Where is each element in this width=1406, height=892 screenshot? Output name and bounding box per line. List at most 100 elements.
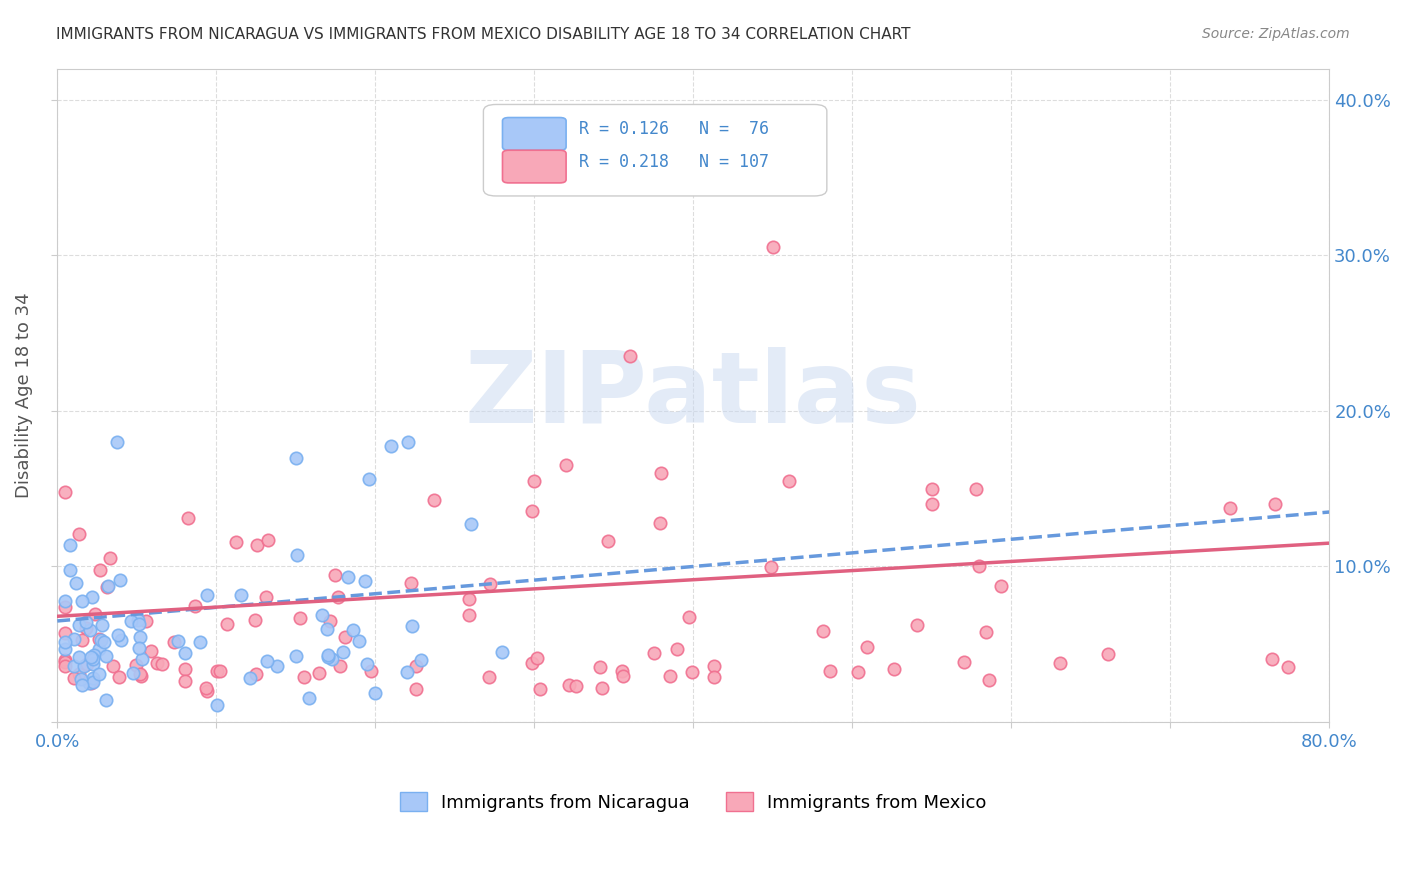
Immigrants from Mexico [965, 482, 987, 496]
Immigrants from Nicaragua [82, 674, 104, 689]
Immigrants from Nicaragua [75, 615, 97, 630]
Immigrants from Mexico [846, 665, 869, 679]
Immigrants from Nicaragua [380, 439, 402, 453]
Immigrants from Mexico [761, 560, 783, 574]
Immigrants from Mexico [55, 484, 77, 499]
Immigrants from Mexico [905, 617, 928, 632]
Immigrants from Mexico [974, 625, 997, 640]
Immigrants from Nicaragua [105, 435, 128, 450]
Immigrants from Mexico [405, 658, 427, 673]
Immigrants from Mexico [457, 607, 479, 622]
Immigrants from Mexico [243, 613, 266, 627]
Immigrants from Mexico [1097, 648, 1119, 662]
Immigrants from Nicaragua [205, 698, 228, 712]
Immigrants from Mexico [703, 658, 725, 673]
Immigrants from Nicaragua [67, 650, 90, 665]
Immigrants from Nicaragua [316, 650, 339, 665]
Immigrants from Mexico [53, 625, 76, 640]
Immigrants from Mexico [135, 614, 157, 628]
Immigrants from Nicaragua [73, 659, 96, 673]
Immigrants from Mexico [124, 658, 146, 673]
Immigrants from Nicaragua [94, 693, 117, 707]
Immigrants from Mexico [53, 653, 76, 667]
Immigrants from Mexico [856, 640, 879, 654]
Immigrants from Nicaragua [83, 648, 105, 662]
Immigrants from Nicaragua [70, 678, 93, 692]
Immigrants from Nicaragua [82, 591, 104, 605]
Immigrants from Nicaragua [285, 548, 308, 562]
Immigrants from Mexico [245, 667, 267, 681]
Text: IMMIGRANTS FROM NICARAGUA VS IMMIGRANTS FROM MEXICO DISABILITY AGE 18 TO 34 CORR: IMMIGRANTS FROM NICARAGUA VS IMMIGRANTS … [56, 27, 911, 42]
Immigrants from Mexico [184, 599, 207, 613]
Immigrants from Mexico [477, 670, 499, 684]
Immigrants from Mexico [478, 577, 501, 591]
Immigrants from Mexico [225, 535, 247, 549]
Immigrants from Nicaragua [65, 576, 87, 591]
Immigrants from Nicaragua [58, 564, 80, 578]
Immigrants from Mexico [129, 667, 152, 681]
Immigrants from Mexico [76, 657, 98, 672]
Immigrants from Nicaragua [321, 652, 343, 666]
Immigrants from Nicaragua [79, 623, 101, 637]
Immigrants from Nicaragua [491, 645, 513, 659]
Immigrants from Mexico [89, 632, 111, 647]
Immigrants from Nicaragua [332, 645, 354, 659]
Immigrants from Nicaragua [62, 659, 84, 673]
Immigrants from Mexico [83, 607, 105, 621]
Immigrants from Mexico [194, 681, 217, 696]
Immigrants from Nicaragua [87, 641, 110, 656]
Immigrants from Mexico [288, 611, 311, 625]
Text: ZIPatlas: ZIPatlas [465, 347, 922, 444]
Immigrants from Nicaragua [188, 635, 211, 649]
Immigrants from Nicaragua [128, 617, 150, 632]
Immigrants from Nicaragua [396, 435, 419, 450]
Immigrants from Mexico [53, 655, 76, 669]
Immigrants from Mexico [952, 656, 974, 670]
Immigrants from Nicaragua [70, 672, 93, 686]
Immigrants from Mexico [659, 669, 682, 683]
Immigrants from Mexico [589, 660, 612, 674]
Immigrants from Mexico [254, 591, 277, 605]
Immigrants from Mexico [1049, 656, 1071, 670]
Immigrants from Nicaragua [356, 657, 378, 672]
Immigrants from Nicaragua [120, 614, 142, 628]
Immigrants from Nicaragua [62, 632, 84, 646]
Immigrants from Nicaragua [284, 649, 307, 664]
Immigrants from Nicaragua [59, 538, 82, 552]
Immigrants from Nicaragua [297, 690, 319, 705]
Immigrants from Mexico [423, 492, 446, 507]
Immigrants from Nicaragua [80, 650, 103, 665]
Immigrants from Mexico [681, 665, 703, 680]
Immigrants from Nicaragua [90, 617, 112, 632]
Immigrants from Mexico [292, 670, 315, 684]
Immigrants from Mexico [146, 656, 169, 670]
Immigrants from Mexico [257, 533, 280, 547]
Immigrants from Nicaragua [89, 667, 111, 681]
Legend: Immigrants from Nicaragua, Immigrants from Mexico: Immigrants from Nicaragua, Immigrants fr… [391, 783, 995, 821]
Immigrants from Mexico [979, 673, 1001, 687]
Immigrants from Mexico [558, 678, 581, 692]
Immigrants from Nicaragua [70, 594, 93, 608]
FancyBboxPatch shape [502, 118, 567, 150]
Immigrants from Nicaragua [357, 472, 380, 486]
Immigrants from Mexico [101, 658, 124, 673]
Immigrants from Mexico [208, 664, 231, 678]
Immigrants from Mexico [150, 657, 173, 672]
Text: R = 0.126   N =  76: R = 0.126 N = 76 [579, 120, 769, 138]
Immigrants from Mexico [921, 482, 943, 496]
Immigrants from Nicaragua [53, 642, 76, 657]
Immigrants from Nicaragua [67, 618, 90, 632]
Immigrants from Nicaragua [354, 574, 377, 588]
Immigrants from Nicaragua [82, 671, 104, 685]
Immigrants from Mexico [108, 670, 131, 684]
Immigrants from Mexico [990, 579, 1012, 593]
Immigrants from Nicaragua [108, 573, 131, 587]
Immigrants from Nicaragua [77, 675, 100, 690]
Immigrants from Mexico [1277, 659, 1299, 673]
Immigrants from Mexico [215, 617, 238, 632]
Immigrants from Mexico [883, 662, 905, 676]
Immigrants from Mexico [141, 644, 163, 658]
Immigrants from Mexico [79, 676, 101, 690]
Immigrants from Mexico [53, 659, 76, 673]
Immigrants from Nicaragua [174, 646, 197, 660]
